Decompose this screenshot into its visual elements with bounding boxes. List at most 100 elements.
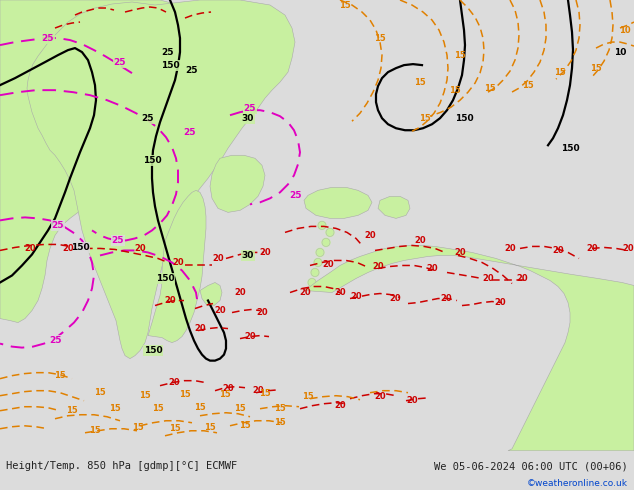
- Text: 15: 15: [152, 404, 164, 413]
- Text: 20: 20: [334, 288, 346, 297]
- Text: 20: 20: [372, 262, 384, 271]
- Text: 25: 25: [142, 114, 154, 122]
- Text: 15: 15: [94, 388, 106, 397]
- Text: 25: 25: [290, 191, 302, 200]
- Text: 30: 30: [242, 251, 254, 260]
- Text: 150: 150: [143, 156, 161, 165]
- Text: 25: 25: [52, 221, 64, 230]
- Text: Height/Temp. 850 hPa [gdmp][°C] ECMWF: Height/Temp. 850 hPa [gdmp][°C] ECMWF: [6, 462, 238, 471]
- Text: 20: 20: [168, 378, 180, 387]
- Text: 25: 25: [186, 66, 198, 74]
- Text: 15: 15: [169, 424, 181, 433]
- Text: 15: 15: [204, 423, 216, 432]
- Text: 20: 20: [374, 392, 386, 401]
- Text: 15: 15: [414, 77, 426, 87]
- Text: 15: 15: [302, 392, 314, 401]
- Text: 20: 20: [454, 248, 466, 257]
- Text: 20: 20: [252, 386, 264, 395]
- Polygon shape: [0, 0, 200, 322]
- Text: 15: 15: [66, 406, 78, 415]
- Circle shape: [314, 258, 322, 267]
- Text: 20: 20: [350, 292, 362, 301]
- Text: 15: 15: [54, 371, 66, 380]
- Text: 10: 10: [614, 48, 626, 56]
- Text: 20: 20: [426, 264, 438, 273]
- Text: 20: 20: [299, 288, 311, 297]
- Text: 30: 30: [242, 114, 254, 122]
- Text: 20: 20: [222, 384, 234, 393]
- Text: 20: 20: [516, 274, 528, 283]
- Text: 20: 20: [622, 244, 634, 253]
- Text: 15: 15: [522, 81, 534, 90]
- Text: 15: 15: [132, 423, 144, 432]
- Circle shape: [322, 239, 330, 246]
- Polygon shape: [27, 0, 295, 359]
- Text: 15: 15: [484, 84, 496, 93]
- Text: 20: 20: [164, 296, 176, 305]
- Text: 15: 15: [449, 86, 461, 95]
- Text: 20: 20: [440, 294, 452, 303]
- Text: 20: 20: [62, 244, 74, 253]
- Text: 15: 15: [339, 0, 351, 9]
- Text: 25: 25: [112, 236, 124, 245]
- Text: 20: 20: [234, 288, 246, 297]
- Text: 15: 15: [139, 391, 151, 400]
- Text: 20: 20: [552, 246, 564, 255]
- Text: 20: 20: [406, 396, 418, 405]
- Text: 25: 25: [184, 128, 197, 137]
- Text: 150: 150: [560, 144, 579, 153]
- Circle shape: [316, 248, 324, 256]
- Polygon shape: [200, 283, 222, 306]
- Polygon shape: [378, 196, 410, 219]
- Text: 25: 25: [42, 34, 55, 43]
- Text: 20: 20: [24, 244, 36, 253]
- Text: 15: 15: [109, 404, 121, 413]
- Circle shape: [326, 228, 334, 236]
- Polygon shape: [304, 187, 372, 219]
- Circle shape: [311, 269, 319, 276]
- Text: 20: 20: [194, 324, 206, 333]
- Text: 150: 150: [156, 274, 174, 283]
- Text: 15: 15: [259, 389, 271, 398]
- Text: 15: 15: [419, 114, 431, 122]
- Text: 25: 25: [243, 104, 256, 113]
- Text: 20: 20: [172, 258, 184, 267]
- Text: 150: 150: [160, 61, 179, 70]
- Text: 20: 20: [504, 244, 516, 253]
- Text: 150: 150: [70, 243, 89, 252]
- Text: 15: 15: [179, 390, 191, 399]
- Text: 15: 15: [554, 68, 566, 76]
- Text: 15: 15: [274, 418, 286, 427]
- Text: 25: 25: [162, 48, 174, 56]
- Text: 10: 10: [619, 25, 631, 35]
- Text: 25: 25: [49, 336, 62, 345]
- Text: 15: 15: [274, 404, 286, 413]
- Text: 20: 20: [322, 260, 334, 269]
- Text: 20: 20: [212, 254, 224, 263]
- Polygon shape: [210, 155, 265, 212]
- Circle shape: [308, 278, 316, 287]
- Text: ©weatheronline.co.uk: ©weatheronline.co.uk: [527, 479, 628, 488]
- Text: 20: 20: [214, 306, 226, 315]
- Text: 15: 15: [454, 50, 466, 60]
- Text: 15: 15: [590, 64, 602, 73]
- Text: 20: 20: [134, 244, 146, 253]
- Text: 20: 20: [482, 274, 494, 283]
- Polygon shape: [148, 190, 206, 343]
- Text: We 05-06-2024 06:00 UTC (00+06): We 05-06-2024 06:00 UTC (00+06): [434, 462, 628, 471]
- Text: 20: 20: [414, 236, 426, 245]
- Text: 150: 150: [455, 114, 474, 122]
- Text: 20: 20: [256, 308, 268, 317]
- Text: 20: 20: [334, 401, 346, 410]
- Text: 20: 20: [586, 244, 598, 253]
- Text: 15: 15: [374, 34, 386, 43]
- Text: 20: 20: [389, 294, 401, 303]
- Text: 20: 20: [364, 231, 376, 240]
- Text: 15: 15: [89, 426, 101, 435]
- Text: 20: 20: [244, 332, 256, 341]
- Text: 20: 20: [494, 298, 506, 307]
- Text: 15: 15: [219, 390, 231, 399]
- Text: 25: 25: [113, 58, 126, 67]
- Polygon shape: [305, 245, 634, 451]
- Text: 20: 20: [259, 248, 271, 257]
